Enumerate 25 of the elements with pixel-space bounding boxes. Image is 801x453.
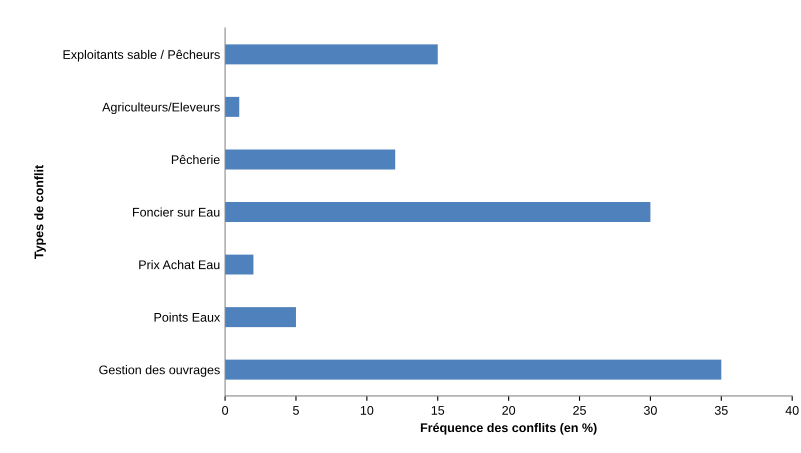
bar — [225, 149, 396, 170]
bar — [225, 360, 722, 380]
x-tick-label: 40 — [786, 406, 799, 415]
x-tick-label: 15 — [432, 406, 444, 415]
x-tick-label: 30 — [644, 406, 657, 415]
bar — [225, 307, 296, 328]
x-tick-label: 20 — [502, 406, 516, 415]
x-tick-label: 25 — [573, 406, 586, 415]
y-tick-label: Agriculteurs/Eleveurs — [102, 102, 220, 114]
bar — [225, 96, 240, 117]
y-tick-label: Gestion des ouvrages — [99, 365, 220, 377]
y-tick-label: Exploitants sable / Pêcheurs — [64, 50, 220, 62]
bar — [225, 44, 438, 64]
x-tick-label: 0 — [222, 406, 228, 415]
y-axis-title: Types de conflit — [34, 165, 46, 259]
x-tick-label: 10 — [360, 406, 374, 415]
bar — [225, 202, 650, 222]
y-tick-label: Pêcherie — [172, 154, 220, 164]
x-tick-label: 35 — [714, 406, 728, 415]
x-tick-label: 5 — [292, 406, 299, 415]
y-tick-label: Foncier sur Eau — [133, 207, 220, 217]
y-tick-label: Prix Achat Eau — [139, 260, 220, 270]
x-axis-title: Fréquence des conflits (en %) — [420, 422, 597, 435]
bar — [225, 254, 254, 275]
y-tick-label: Points Eaux — [154, 312, 220, 322]
